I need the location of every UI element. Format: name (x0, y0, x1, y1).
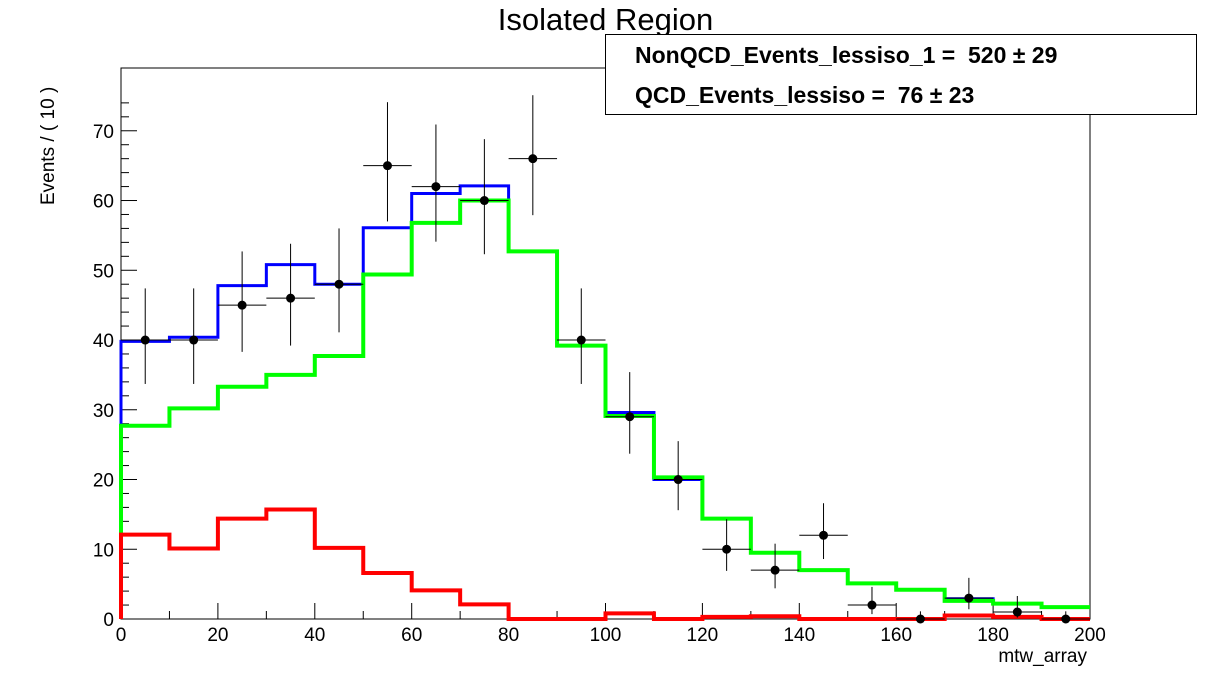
data-point (508, 95, 558, 216)
series-layer (119, 184, 1090, 621)
data-marker (237, 300, 247, 310)
x-tick-label: 120 (687, 625, 719, 646)
data-point (944, 577, 994, 610)
data-marker (867, 600, 877, 610)
y-tick-label: 70 (93, 122, 114, 143)
data-point (750, 543, 800, 589)
data-point (121, 288, 170, 384)
y-tick-label: 60 (93, 192, 114, 213)
data-marker (189, 335, 199, 345)
x-tick-label: 180 (977, 625, 1009, 646)
data-marker (915, 614, 925, 624)
data-marker (576, 335, 586, 345)
data-point (993, 595, 1042, 618)
data-points-layer (121, 95, 1090, 624)
legend-entry-nonqcd: NonQCD_Events_lessiso_1 = 520 ± 29 (635, 42, 1058, 68)
histogram-series-1 (119, 198, 1090, 619)
data-point (799, 503, 848, 560)
data-marker (673, 475, 683, 485)
data-point (266, 243, 315, 346)
data-marker (140, 335, 150, 345)
legend: NonQCD_Events_lessiso_1 = 520 ± 29 QCD_E… (605, 34, 1197, 115)
data-marker (528, 154, 538, 164)
data-marker (431, 182, 441, 192)
data-point (217, 251, 267, 352)
data-marker (770, 565, 780, 575)
data-point (896, 611, 945, 624)
data-marker (1012, 607, 1022, 617)
x-tick-label: 40 (304, 625, 325, 646)
plot-frame (120, 67, 1091, 620)
data-marker (286, 293, 296, 303)
y-tick-label: 0 (103, 610, 114, 631)
data-marker (819, 530, 829, 540)
y-axis-label: Events / ( 10 ) (38, 86, 59, 205)
data-marker (334, 279, 344, 289)
x-tick-label: 80 (498, 625, 519, 646)
data-marker (479, 196, 489, 206)
y-tick-label: 10 (93, 540, 114, 561)
data-point (1041, 611, 1090, 624)
y-tick-label: 40 (93, 331, 114, 352)
y-tick-label: 30 (93, 401, 114, 422)
y-tick-label: 20 (93, 471, 114, 492)
data-point (460, 139, 509, 255)
data-marker (964, 593, 974, 603)
data-marker (722, 544, 732, 554)
x-tick-label: 200 (1074, 625, 1106, 646)
data-point (653, 441, 703, 511)
data-point (702, 519, 751, 571)
legend-entry-qcd: QCD_Events_lessiso = 76 ± 23 (635, 82, 975, 108)
data-marker (382, 161, 392, 171)
x-tick-label: 20 (207, 625, 228, 646)
x-axis-label: mtw_array (998, 646, 1087, 667)
data-marker (625, 412, 635, 422)
y-axis: 0 10 20 30 40 50 60 70 (93, 102, 137, 631)
data-point (557, 288, 606, 384)
data-point (314, 228, 364, 333)
data-point (169, 288, 218, 384)
data-point (605, 372, 654, 454)
y-tick-label: 50 (93, 261, 114, 282)
x-axis: 0 20 40 60 80 100 120 140 160 180 200 (116, 603, 1106, 646)
data-point (363, 102, 412, 222)
x-tick-label: 160 (880, 625, 912, 646)
x-tick-label: 140 (783, 625, 815, 646)
data-marker (1061, 614, 1071, 624)
x-tick-label: 60 (401, 625, 422, 646)
x-tick-label: 100 (590, 625, 622, 646)
chart-title: Isolated Region (497, 2, 714, 37)
data-point (411, 124, 461, 242)
x-tick-label: 0 (116, 625, 127, 646)
data-point (847, 586, 897, 615)
